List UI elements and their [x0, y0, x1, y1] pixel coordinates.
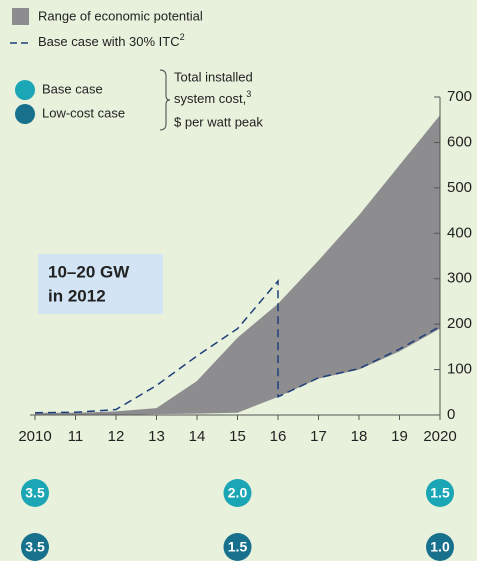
y-tick-label: 400	[447, 224, 472, 241]
x-tick-label: 16	[270, 428, 287, 445]
cost-marker	[21, 479, 49, 507]
legend-swatch	[15, 104, 35, 124]
cost-label: 3.5	[25, 539, 45, 555]
cost-marker	[426, 533, 454, 561]
cost-marker	[426, 479, 454, 507]
y-tick-label: 600	[447, 133, 472, 150]
cost-label: 3.5	[25, 485, 45, 501]
x-tick-label: 18	[351, 428, 368, 445]
legend-text: Base case with 30% ITC	[38, 34, 180, 49]
x-tick-label: 14	[189, 428, 206, 445]
x-tick-label: 12	[108, 428, 125, 445]
cost-legend-text: system cost,3	[174, 89, 251, 106]
x-tick-label: 17	[310, 428, 327, 445]
legend-swatch	[12, 8, 29, 25]
brace	[159, 69, 171, 131]
cost-marker	[223, 533, 252, 561]
x-tick-label: 15	[229, 428, 246, 445]
legend-label: Base case with 30% ITC2	[38, 32, 185, 49]
cost-label: 1.5	[228, 539, 248, 555]
range-area	[35, 115, 440, 416]
cost-marker	[223, 479, 252, 507]
legend-label: Base case	[42, 81, 103, 96]
annotation-box	[38, 254, 163, 314]
x-tick-label: 19	[391, 428, 408, 445]
cost-label: 2.0	[228, 485, 248, 501]
x-tick-label: 2010	[18, 428, 51, 445]
annotation: in 2012	[48, 286, 106, 305]
y-tick-label: 700	[447, 88, 472, 105]
y-tick-label: 200	[447, 315, 472, 332]
legend-label: Range of economic potential	[38, 8, 203, 23]
footnote: 2	[180, 32, 185, 42]
annotation: 10–20 GW	[48, 262, 130, 281]
cost-label: 1.5	[430, 485, 450, 501]
cost-legend-text: Total installed	[174, 69, 253, 84]
cost-label: 1.0	[430, 539, 450, 555]
y-tick-label: 300	[447, 270, 472, 287]
x-tick-label: 11	[68, 428, 84, 445]
cost-legend-line: system cost,	[174, 91, 246, 106]
x-tick-label: 2020	[423, 428, 456, 445]
legend-swatch	[15, 80, 35, 100]
y-tick-label: 0	[447, 406, 455, 423]
legend-label: Low-cost case	[42, 105, 125, 120]
x-tick-label: 13	[148, 428, 165, 445]
y-tick-label: 100	[447, 361, 472, 378]
footnote: 3	[246, 89, 251, 99]
dashed-line	[34, 278, 441, 414]
y-tick-label: 500	[447, 179, 472, 196]
cost-marker	[21, 533, 49, 561]
cost-legend-text: $ per watt peak	[174, 114, 263, 129]
